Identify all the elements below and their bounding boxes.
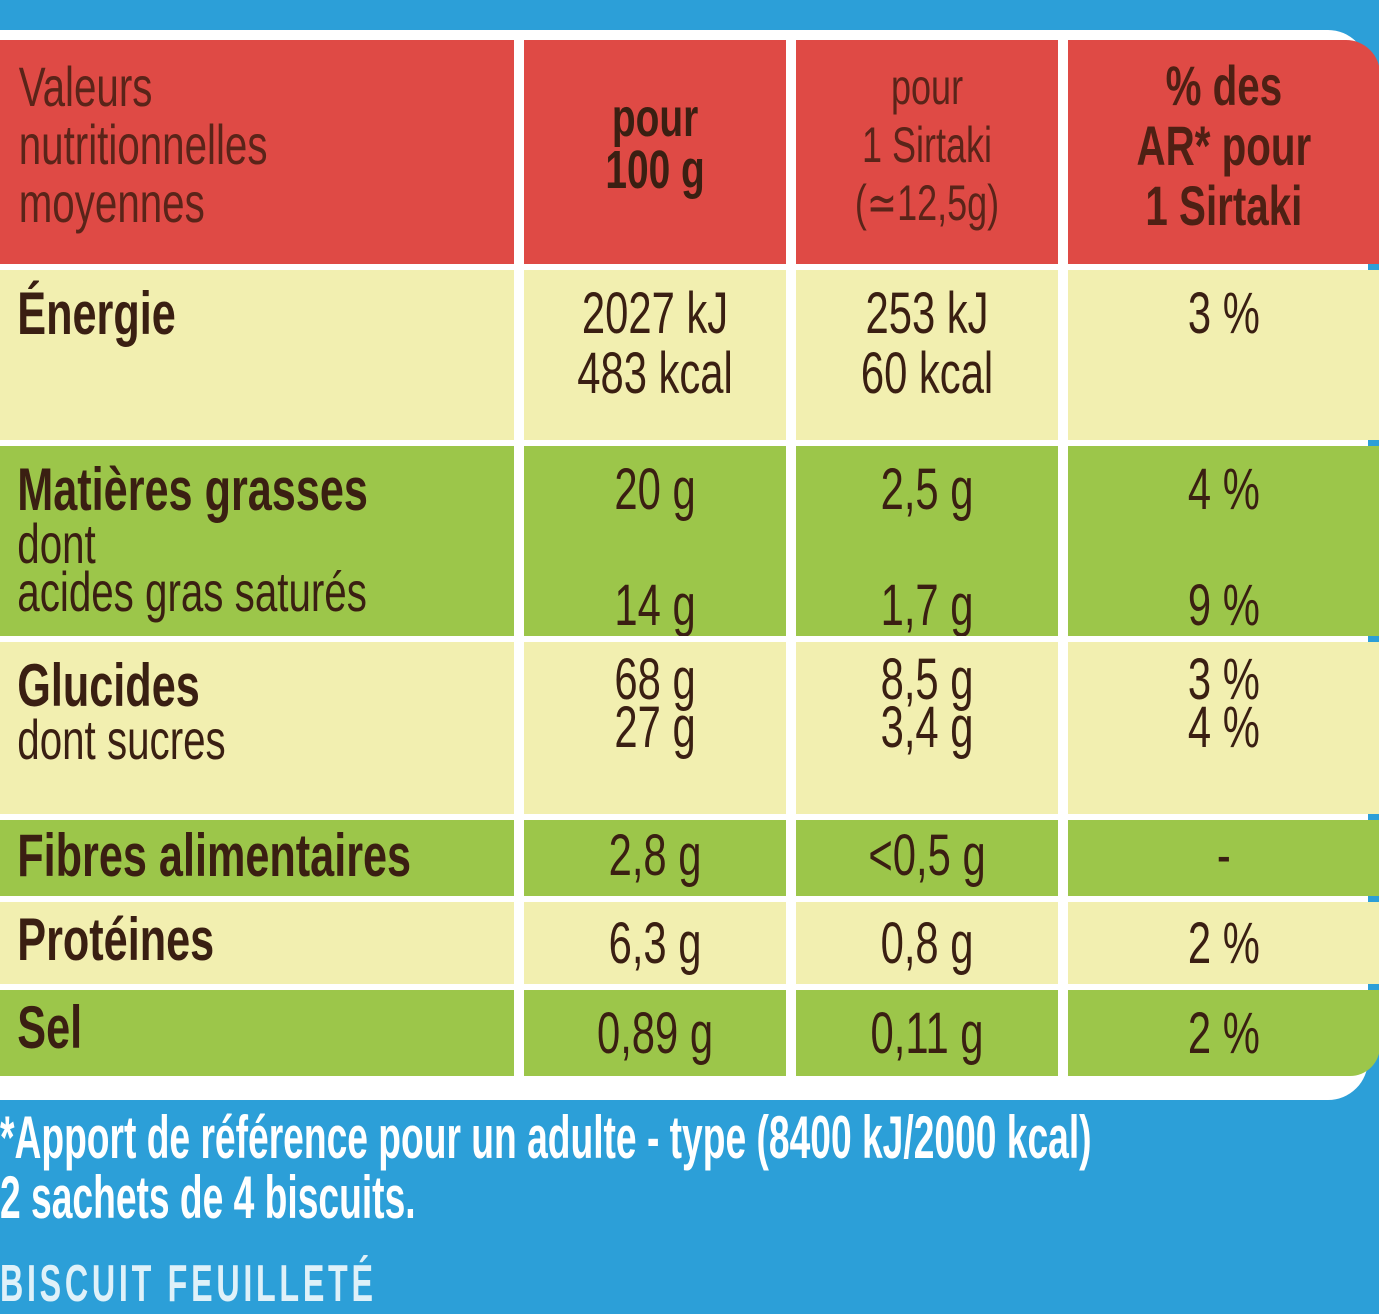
row-glucides-pct: 3 % 4 % [1068, 642, 1379, 814]
row-fibres-pct: - [1068, 820, 1379, 896]
glucides-pct: 3 % [1187, 647, 1260, 712]
row-glucides-portion: 8,5 g 3,4 g [796, 642, 1058, 814]
header-portion-line2: 1 Sirtaki [862, 117, 993, 173]
proteines-pct: 2 % [1187, 911, 1260, 976]
row-glucides-label: Glucides dont sucres [0, 642, 514, 814]
label-mg-dont: dont [17, 512, 96, 575]
label-matieres-grasses: Matières grasses [17, 456, 368, 523]
header-ar-line1: % des [1165, 54, 1283, 117]
proteines-portion: 0,8 g [880, 911, 974, 976]
fibres-portion: <0,5 g [868, 823, 986, 888]
row-energie-100g: 2027 kJ 483 kcal [524, 270, 786, 440]
sel-100g: 0,89 g [596, 1001, 714, 1066]
label-ags: acides gras saturés [17, 560, 367, 623]
label-sel: Sel [17, 994, 83, 1061]
label-fibres: Fibres alimentaires [17, 822, 412, 889]
header-ar-line2: AR* pour [1136, 114, 1312, 177]
header-label-line1: Valeurs [18, 55, 153, 118]
ags-portion: 1,7 g [880, 573, 974, 636]
header-ar-line3: 1 Sirtaki [1145, 174, 1303, 237]
row-mg-portion: 2,5 g 1,7 g [796, 446, 1058, 636]
header-portion-cell: pour 1 Sirtaki (≃12,5g) [796, 40, 1058, 264]
row-proteines-label: Protéines [0, 902, 514, 984]
nutrition-table: Valeurs nutritionnelles moyennes pour 10… [0, 40, 1379, 1076]
row-sel-pct: 2 % [1068, 990, 1379, 1076]
header-label-line2: nutritionnelles [18, 113, 268, 176]
row-fibres-label: Fibres alimentaires [0, 820, 514, 896]
row-proteines-100g: 6,3 g [524, 902, 786, 984]
header-100g-cell: pour 100 g [524, 40, 786, 264]
header-portion-line3: (≃12,5g) [854, 175, 1000, 231]
row-mg-label: Matières grasses dont acides gras saturé… [0, 446, 514, 636]
label-dont-sucres: dont sucres [17, 708, 226, 771]
label-glucides: Glucides [17, 652, 200, 719]
footer-product-name: BISCUIT FEUILLETÉ [0, 1255, 377, 1313]
row-energie-portion: 253 kJ 60 kcal [796, 270, 1058, 440]
row-energie-pct: 3 % [1068, 270, 1379, 440]
header-100g-line1: pour [611, 88, 699, 148]
row-fibres-100g: 2,8 g [524, 820, 786, 896]
header-label-line3: moyennes [18, 171, 205, 234]
mg-100g: 20 g [614, 457, 696, 522]
row-sel-label: Sel [0, 990, 514, 1076]
row-energie-label: Énergie [0, 270, 514, 440]
energie-100g-kcal: 483 kcal [577, 341, 733, 406]
row-fibres-portion: <0,5 g [796, 820, 1058, 896]
footer-packaging-note: 2 sachets de 4 biscuits. [0, 1164, 416, 1231]
energie-portion-kj: 253 kJ [865, 281, 989, 346]
row-sel-100g: 0,89 g [524, 990, 786, 1076]
header-label-cell: Valeurs nutritionnelles moyennes [0, 40, 514, 264]
sucres-100g: 27 g [614, 695, 696, 760]
row-proteines-pct: 2 % [1068, 902, 1379, 984]
row-mg-pct: 4 % 9 % [1068, 446, 1379, 636]
header-100g-line2: 100 g [605, 140, 705, 200]
header-portion-line1: pour [891, 59, 964, 115]
mg-pct: 4 % [1187, 457, 1260, 522]
footer-notes: *Apport de référence pour un adulte - ty… [0, 1108, 1092, 1314]
label-energie: Énergie [17, 280, 176, 347]
fibres-pct: - [1216, 823, 1231, 888]
sel-portion: 0,11 g [870, 1001, 984, 1066]
row-proteines-portion: 0,8 g [796, 902, 1058, 984]
sucres-pct: 4 % [1187, 695, 1260, 760]
glucides-portion: 8,5 g [880, 647, 974, 712]
mg-portion: 2,5 g [880, 457, 974, 522]
glucides-100g: 68 g [614, 647, 696, 712]
energie-pct: 3 % [1187, 281, 1260, 346]
label-proteines: Protéines [17, 906, 215, 973]
sel-pct: 2 % [1187, 1001, 1260, 1066]
ags-100g: 14 g [614, 573, 696, 636]
row-sel-portion: 0,11 g [796, 990, 1058, 1076]
footer-reference-note: *Apport de référence pour un adulte - ty… [0, 1104, 1092, 1171]
energie-100g-kj: 2027 kJ [581, 281, 729, 346]
energie-portion-kcal: 60 kcal [860, 341, 994, 406]
row-mg-100g: 20 g 14 g [524, 446, 786, 636]
fibres-100g: 2,8 g [608, 823, 702, 888]
sucres-portion: 3,4 g [880, 695, 974, 760]
row-glucides-100g: 68 g 27 g [524, 642, 786, 814]
proteines-100g: 6,3 g [608, 911, 702, 976]
header-ar-cell: % des AR* pour 1 Sirtaki [1068, 40, 1379, 264]
ags-pct: 9 % [1187, 573, 1260, 636]
